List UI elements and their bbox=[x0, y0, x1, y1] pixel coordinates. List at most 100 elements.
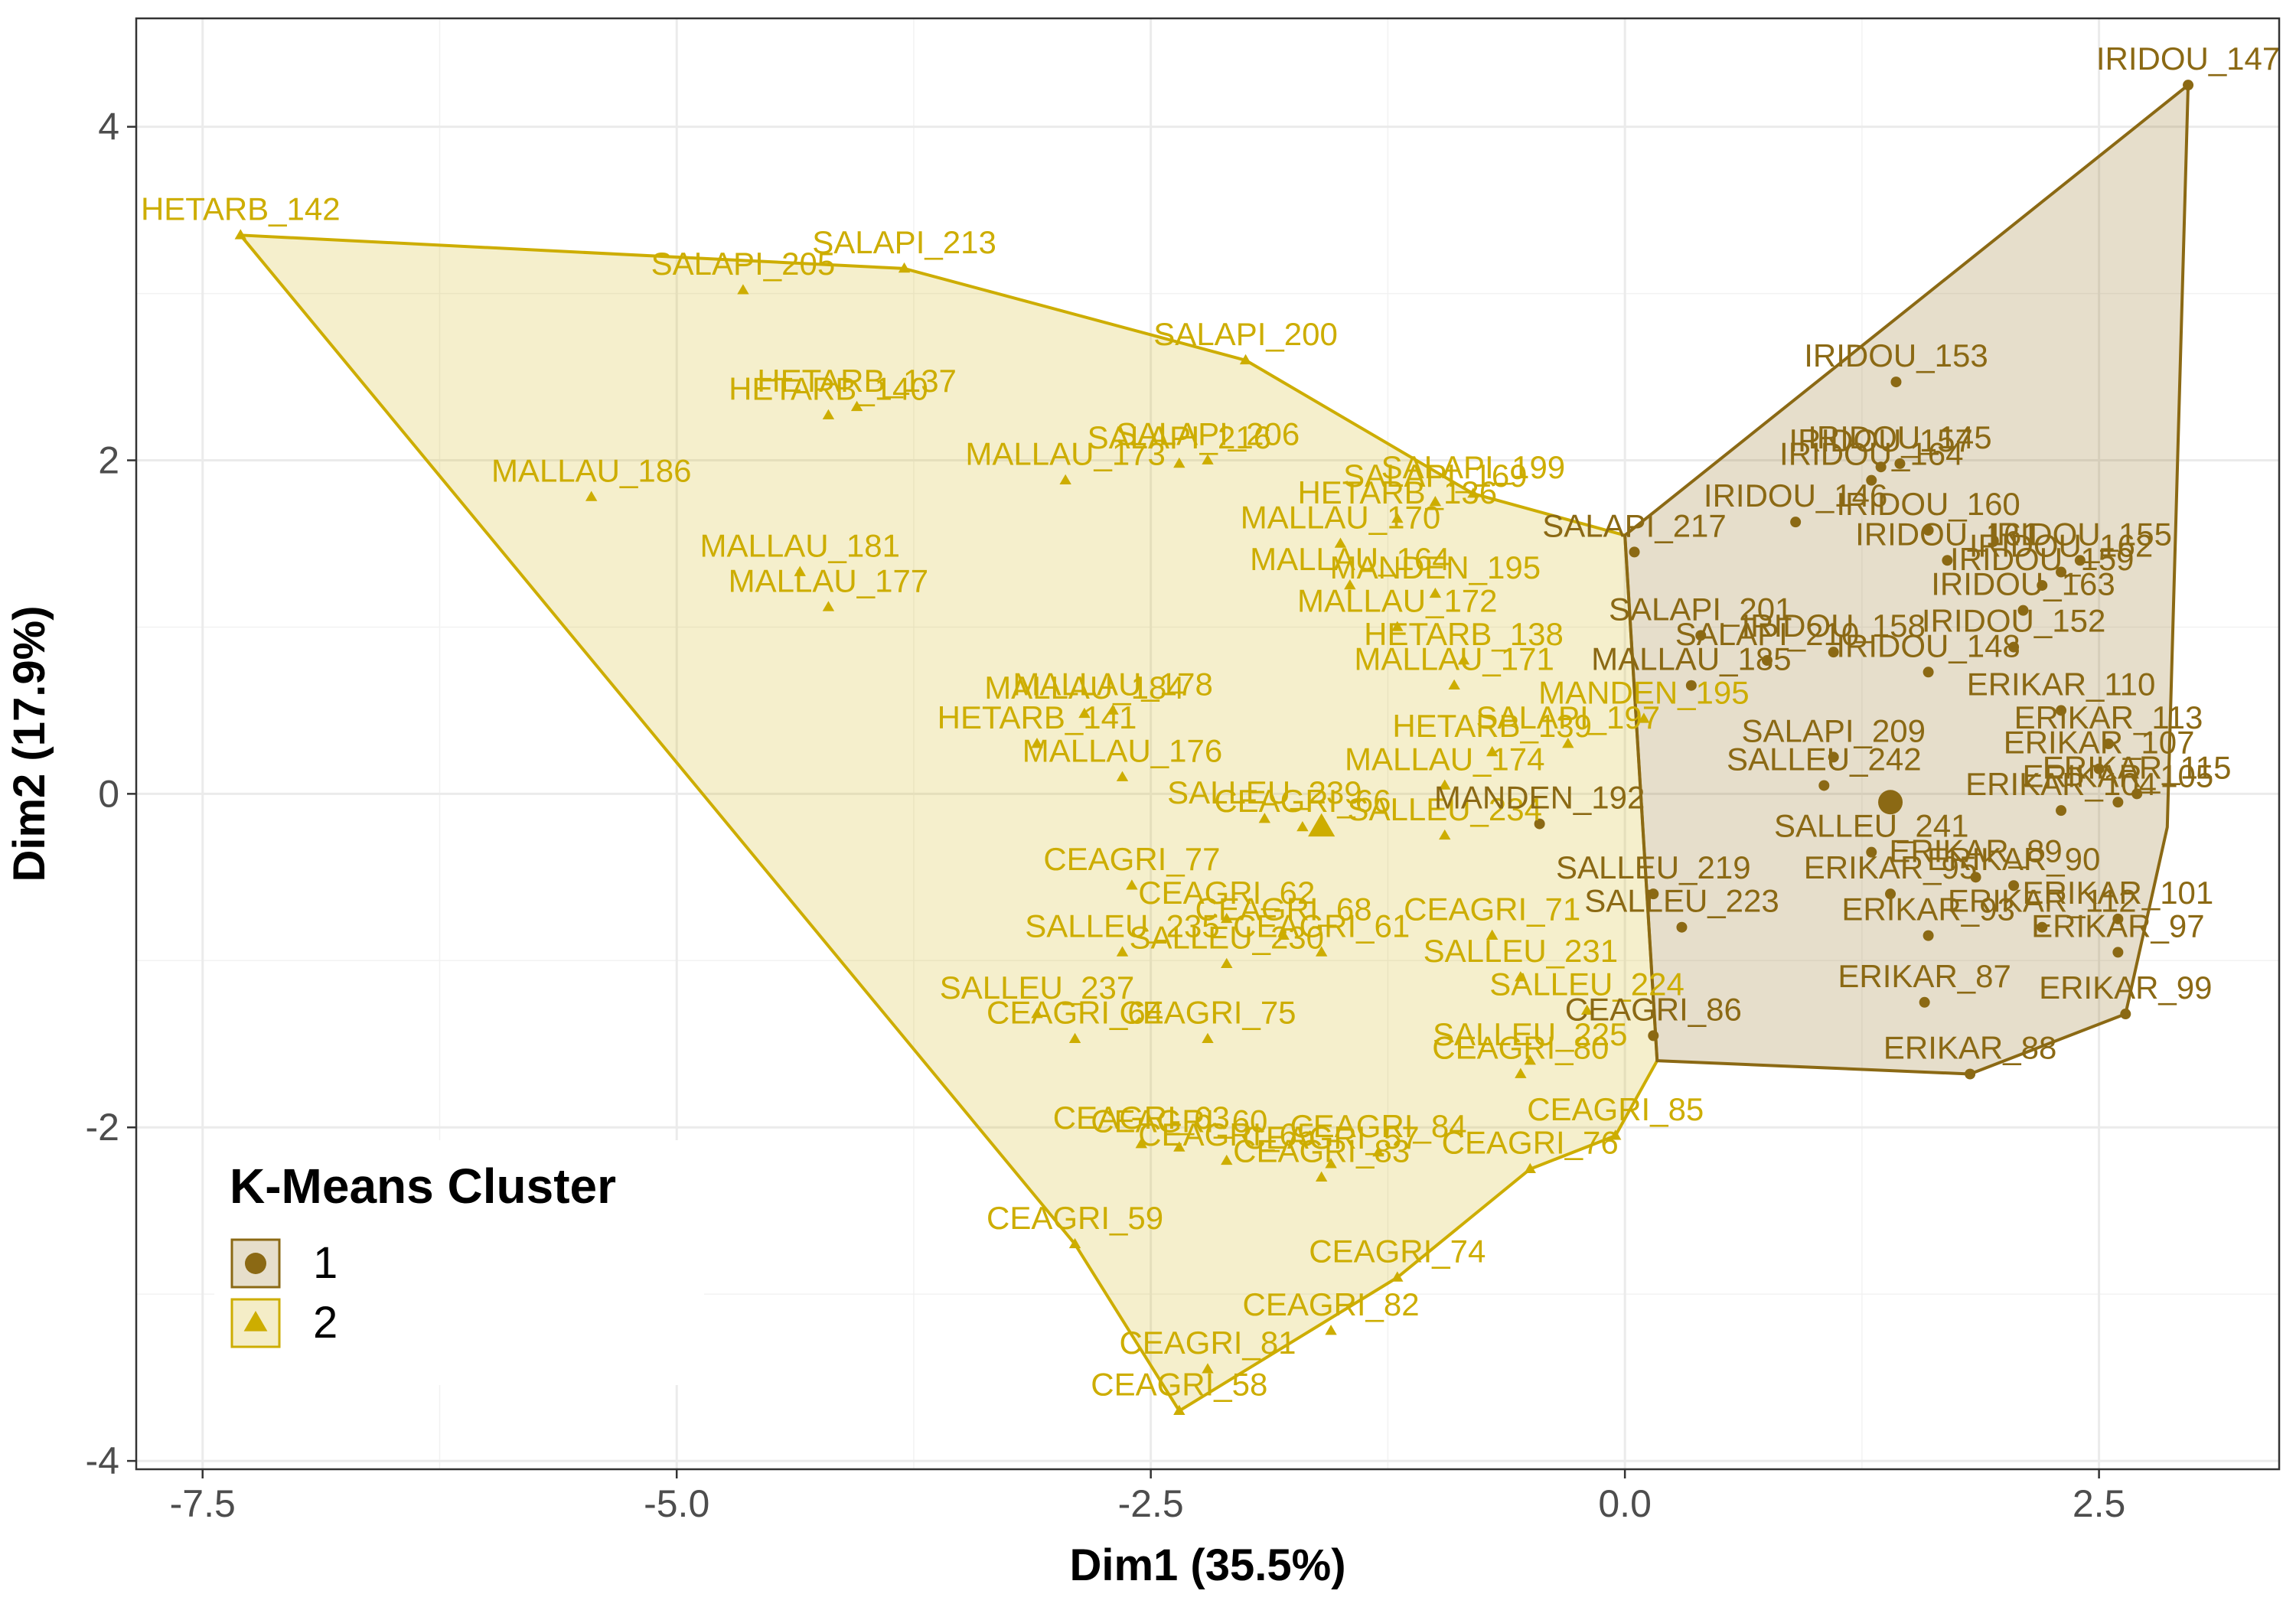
y-tick-label: -4 bbox=[86, 1439, 119, 1482]
cluster-2-point bbox=[1031, 738, 1043, 748]
cluster-2-point bbox=[1078, 707, 1091, 719]
cluster-2-point bbox=[1439, 779, 1451, 790]
y-tick-label: 0 bbox=[98, 772, 119, 815]
point-label: MALLAU_173 bbox=[965, 436, 1166, 472]
point-label: MALLAU_170 bbox=[1241, 499, 1441, 535]
cluster-2-point bbox=[1524, 1162, 1536, 1174]
cluster-1-point bbox=[1875, 461, 1887, 473]
point-label: CEAGRI_86 bbox=[1565, 991, 1742, 1027]
cluster-2-point bbox=[737, 284, 749, 295]
cluster-1-point bbox=[1629, 546, 1640, 558]
cluster-2-point bbox=[1068, 1032, 1081, 1044]
point-label: MALLAU_185 bbox=[1591, 641, 1792, 677]
cluster-2-point bbox=[585, 491, 598, 501]
legend-label-2: 2 bbox=[313, 1298, 338, 1348]
point-label: IRIDOU_145 bbox=[1808, 419, 1991, 455]
point-label: CEAGRI_66 bbox=[1214, 783, 1391, 819]
cluster-1-point bbox=[1965, 1068, 1976, 1080]
point-label: ERIKAR_87 bbox=[1838, 958, 2011, 994]
point-label: IRIDOU_155 bbox=[1988, 516, 2172, 552]
point-label: MANDEN_192 bbox=[1434, 780, 1645, 816]
cluster-1-point bbox=[2074, 555, 2086, 566]
point-label: ERIKAR_97 bbox=[2031, 908, 2204, 944]
point-label: IRIDOU_158 bbox=[1741, 608, 1925, 644]
cluster-1-point bbox=[1685, 680, 1697, 691]
point-label: ERIKAR_107 bbox=[2004, 725, 2195, 761]
point-label: ERIKAR_115 bbox=[2043, 749, 2232, 785]
point-label: CEAGRI_68 bbox=[1195, 892, 1372, 927]
cluster-2-point bbox=[1116, 946, 1129, 957]
point-label: ERIKAR_112 bbox=[1948, 883, 2137, 919]
cluster-1-point bbox=[1676, 921, 1688, 933]
cluster-1-point bbox=[1790, 517, 1802, 528]
point-label: SALAPI_169 bbox=[1343, 458, 1528, 494]
point-label: IRIDOU_153 bbox=[1804, 337, 1988, 373]
cluster-1-point bbox=[1828, 647, 1839, 658]
cluster-1-point bbox=[2056, 805, 2067, 817]
cluster-1-point bbox=[1923, 525, 1934, 536]
point-label: MALLAU_172 bbox=[1297, 582, 1498, 618]
cluster-2-point bbox=[1515, 1068, 1527, 1078]
point-label: IRIDOU_148 bbox=[1836, 627, 2020, 663]
cluster-2-centroid bbox=[1308, 813, 1336, 837]
point-label: SALAPI_213 bbox=[812, 224, 996, 260]
cluster-2-point bbox=[1296, 820, 1309, 832]
point-label: SALAPI_216 bbox=[1088, 419, 1272, 455]
cluster-2-point bbox=[1429, 496, 1442, 507]
cluster-2-point bbox=[1059, 474, 1071, 484]
point-label: CEAGRI_74 bbox=[1309, 1233, 1486, 1269]
y-axis-title: Dim2 (17.9%) bbox=[5, 605, 54, 882]
x-tick-label: -5.0 bbox=[644, 1482, 709, 1525]
point-label: CEAGRI_81 bbox=[1119, 1325, 1296, 1361]
x-tick-label: 2.5 bbox=[2073, 1482, 2126, 1525]
point-label: CEAGRI_59 bbox=[987, 1200, 1163, 1236]
cluster-2-point bbox=[1334, 537, 1347, 548]
point-label: HETARB_140 bbox=[729, 371, 928, 407]
cluster-2-point bbox=[1116, 771, 1129, 781]
cluster-2-point bbox=[1258, 813, 1271, 823]
point-label: ERIKAR_113 bbox=[2014, 699, 2203, 735]
point-label: SALLEU_219 bbox=[1556, 849, 1751, 885]
legend-items: 12 bbox=[230, 1238, 338, 1348]
point-label: SALAPI_209 bbox=[1741, 712, 1926, 748]
point-label: SALAPI_206 bbox=[1116, 416, 1300, 452]
cluster-2-point bbox=[1325, 1325, 1337, 1335]
point-label: CEAGRI_71 bbox=[1404, 892, 1580, 927]
x-tick-label: -2.5 bbox=[1118, 1482, 1184, 1525]
cluster-2-point bbox=[1315, 946, 1328, 957]
legend-marker-1 bbox=[245, 1253, 266, 1274]
point-label: MALLAU_174 bbox=[1345, 741, 1545, 777]
point-label: CEAGRI_75 bbox=[1119, 995, 1296, 1031]
point-label: CEAGRI_63 bbox=[1053, 1100, 1230, 1136]
cluster-hulls bbox=[239, 83, 2190, 1413]
point-label: CEAGRI_61 bbox=[1233, 908, 1410, 944]
cluster-2-point bbox=[1173, 457, 1186, 468]
point-label: MALLAU_184 bbox=[984, 670, 1185, 706]
cluster-2-point bbox=[1448, 679, 1460, 690]
cluster-1-point bbox=[1970, 872, 1981, 883]
point-label: SALLEU_231 bbox=[1424, 933, 1619, 969]
cluster-1-point bbox=[1534, 818, 1545, 830]
point-label: MALLAU_181 bbox=[700, 528, 901, 564]
cluster-1-point bbox=[1923, 930, 1934, 941]
point-label: ERIKAR_95 bbox=[1804, 849, 1977, 885]
cluster-2-point bbox=[1638, 712, 1650, 723]
point-label: ERIKAR_88 bbox=[1883, 1030, 2056, 1066]
cluster-2-point bbox=[1173, 1404, 1186, 1416]
point-label: SALLEU_237 bbox=[940, 970, 1135, 1006]
cluster-2-point bbox=[1221, 912, 1233, 924]
point-label: IRIDOU_161 bbox=[1855, 516, 2039, 552]
point-label: CEAGRI_80 bbox=[1432, 1030, 1609, 1066]
legend-background bbox=[214, 1140, 704, 1385]
point-label: IRIDOU_157 bbox=[1789, 422, 1972, 458]
cluster-1-point bbox=[1648, 888, 1659, 900]
point-label: IRIDOU_160 bbox=[1836, 486, 2020, 522]
cluster-1-point bbox=[1919, 996, 1930, 1008]
point-label: ERIKAR_104 bbox=[1965, 766, 2157, 802]
point-label: SALAPI_205 bbox=[651, 246, 836, 282]
point-label: SALAPI_197 bbox=[1476, 699, 1661, 735]
cluster-2-point bbox=[234, 229, 246, 240]
point-label: HETARB_136 bbox=[1297, 474, 1497, 510]
point-label: CEAGRI_77 bbox=[1043, 841, 1220, 877]
